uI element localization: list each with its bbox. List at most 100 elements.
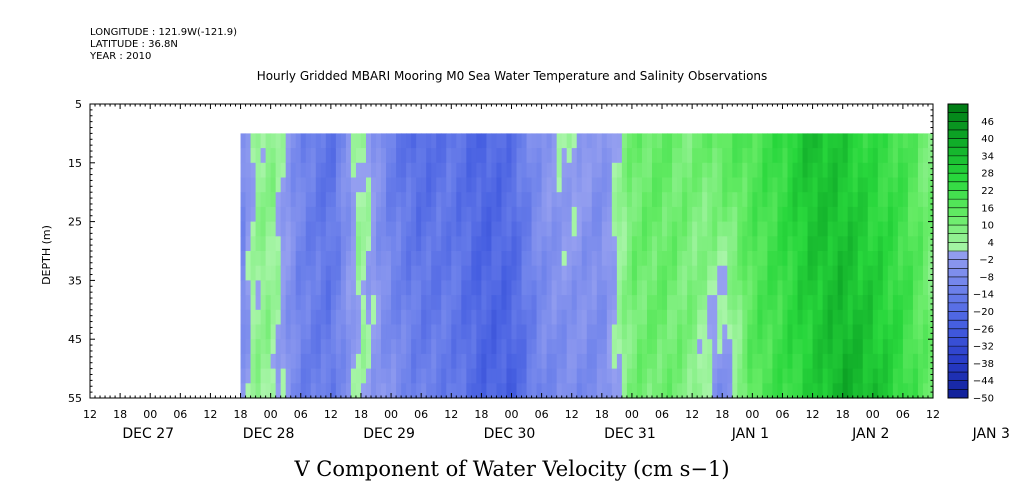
heatmap-cell xyxy=(300,177,307,193)
heatmap-cell xyxy=(381,148,387,164)
colorbar-swatch xyxy=(948,268,968,278)
heatmap-cell xyxy=(787,265,794,281)
heatmap-cell xyxy=(882,280,889,296)
heatmap-cell xyxy=(315,236,322,252)
heatmap-cell xyxy=(546,295,553,311)
x-tick-label: 06 xyxy=(414,408,428,421)
heatmap-cell xyxy=(365,177,372,193)
heatmap-cell xyxy=(672,280,678,296)
heatmap-cell xyxy=(536,368,543,384)
heatmap-cell xyxy=(526,339,533,355)
heatmap-cell xyxy=(927,148,934,164)
heatmap-cell xyxy=(636,280,643,296)
heatmap-cell xyxy=(330,265,337,281)
heatmap-cell xyxy=(556,133,563,149)
heatmap-cell xyxy=(406,133,412,149)
heatmap-cell xyxy=(441,133,447,149)
heatmap-cell xyxy=(596,309,603,326)
heatmap-cell xyxy=(767,236,774,252)
heatmap-cell xyxy=(386,162,392,179)
heatmap-cell xyxy=(350,265,357,281)
heatmap-cell xyxy=(295,295,302,311)
heatmap-cell xyxy=(506,265,513,281)
heatmap-cell xyxy=(767,221,774,237)
heatmap-cell xyxy=(315,383,322,399)
heatmap-cell xyxy=(280,177,287,193)
heatmap-cell xyxy=(486,133,493,149)
heatmap-cell xyxy=(461,383,467,399)
heatmap-cell xyxy=(340,280,347,296)
heatmap-cell xyxy=(837,251,844,267)
heatmap-cell xyxy=(491,177,498,193)
heatmap-cell xyxy=(727,324,733,340)
heatmap-cell xyxy=(431,324,437,340)
heatmap-cell xyxy=(631,192,638,208)
heatmap-cell xyxy=(255,221,262,237)
colorbar-swatch xyxy=(948,354,968,364)
heatmap-cell xyxy=(717,133,723,149)
heatmap-cell xyxy=(521,206,528,223)
colorbar-tick-label: −38 xyxy=(973,359,994,370)
heatmap-cell xyxy=(381,236,387,252)
heatmap-cell xyxy=(797,206,804,223)
heatmap-cell xyxy=(531,251,538,267)
heatmap-cell xyxy=(782,148,789,164)
heatmap-cell xyxy=(697,383,703,399)
heatmap-cell xyxy=(421,280,427,296)
heatmap-cell xyxy=(536,236,543,252)
heatmap-cell xyxy=(431,309,437,326)
heatmap-cell xyxy=(707,162,713,179)
heatmap-cell xyxy=(797,265,804,281)
heatmap-cell xyxy=(556,339,563,355)
heatmap-cell xyxy=(496,251,503,267)
heatmap-cell xyxy=(787,353,794,370)
heatmap-cell xyxy=(692,339,698,355)
heatmap-cell xyxy=(887,324,894,340)
heatmap-cell xyxy=(446,206,452,223)
heatmap-cell xyxy=(687,309,693,326)
heatmap-cell xyxy=(285,251,292,267)
heatmap-cell xyxy=(767,177,774,193)
heatmap-cell xyxy=(340,368,347,384)
heatmap-cell xyxy=(561,236,568,252)
heatmap-cell xyxy=(416,368,422,384)
heatmap-cell xyxy=(426,236,432,252)
heatmap-cell xyxy=(606,309,613,326)
heatmap-cell xyxy=(240,177,247,193)
heatmap-cell xyxy=(747,265,753,281)
colorbar-swatch xyxy=(948,207,968,217)
heatmap-cell xyxy=(245,324,252,340)
heatmap-cell xyxy=(902,236,909,252)
heatmap-cell xyxy=(717,339,723,355)
heatmap-cell xyxy=(330,177,337,193)
heatmap-cell xyxy=(290,309,297,326)
heatmap-cell xyxy=(421,192,427,208)
heatmap-cell xyxy=(376,148,382,164)
heatmap-cell xyxy=(240,192,247,208)
heatmap-cell xyxy=(260,383,267,399)
heatmap-cell xyxy=(300,324,307,340)
heatmap-cell xyxy=(762,280,769,296)
heatmap-cell xyxy=(712,383,718,399)
heatmap-cell xyxy=(626,192,633,208)
heatmap-cell xyxy=(335,368,342,384)
heatmap-cell xyxy=(887,162,894,179)
heatmap-cell xyxy=(792,280,799,296)
heatmap-cell xyxy=(255,251,262,267)
heatmap-cell xyxy=(712,177,718,193)
heatmap-cell xyxy=(616,295,623,311)
heatmap-cell xyxy=(631,383,638,399)
heatmap-cell xyxy=(391,236,397,252)
heatmap-cell xyxy=(566,280,573,296)
heatmap-cell xyxy=(566,309,573,326)
heatmap-cell xyxy=(506,221,513,237)
heatmap-cell xyxy=(576,148,583,164)
heatmap-cell xyxy=(335,309,342,326)
heatmap-cell xyxy=(727,383,733,399)
heatmap-cell xyxy=(641,295,648,311)
heatmap-cell xyxy=(365,162,372,179)
heatmap-cell xyxy=(511,339,518,355)
heatmap-cell xyxy=(381,383,387,399)
heatmap-cell xyxy=(446,368,452,384)
heatmap-cell xyxy=(556,192,563,208)
